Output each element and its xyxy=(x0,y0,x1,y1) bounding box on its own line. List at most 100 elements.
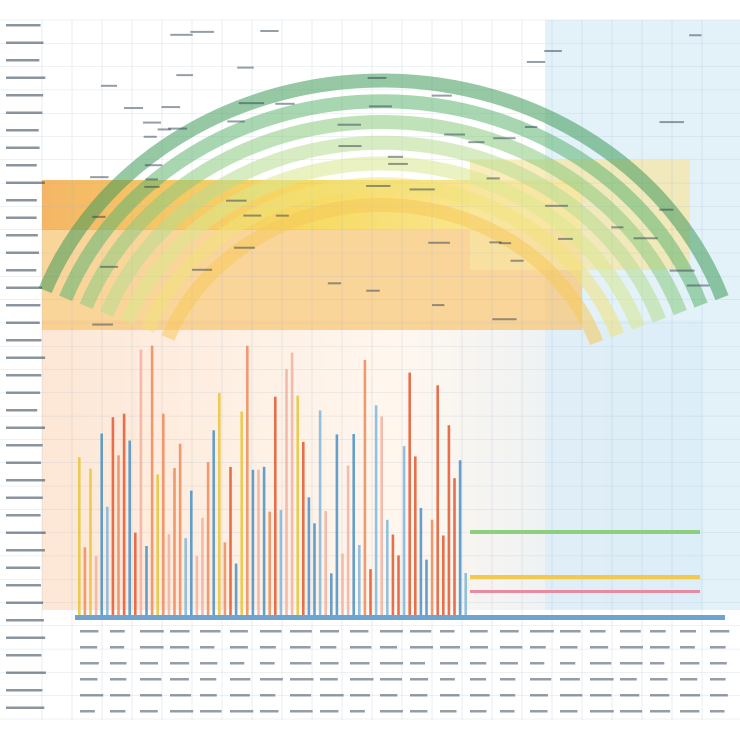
bar xyxy=(369,569,372,615)
table-cell-mark xyxy=(560,646,578,649)
table-cell-mark xyxy=(410,694,428,697)
table-cell-mark xyxy=(290,662,312,665)
annotation-mark xyxy=(337,123,361,126)
annotation-mark xyxy=(161,106,181,109)
annotation-mark xyxy=(659,208,674,211)
table-cell-mark xyxy=(470,710,487,713)
row-label-mark xyxy=(6,706,45,709)
row-label-mark xyxy=(6,514,41,517)
table-cell-mark xyxy=(620,678,637,681)
annotation-mark xyxy=(486,177,500,180)
table-cell-mark xyxy=(230,646,248,649)
table-cell-mark xyxy=(350,630,369,633)
table-cell-mark xyxy=(590,694,612,697)
annotation-mark xyxy=(237,66,254,69)
bar xyxy=(296,395,299,615)
table-cell-mark xyxy=(470,630,488,633)
table-cell-mark xyxy=(140,662,159,665)
annotation-mark xyxy=(468,141,485,144)
table-cell-mark xyxy=(650,710,671,713)
annotation-mark xyxy=(227,120,245,123)
annotation-mark xyxy=(428,241,450,244)
table-cell-mark xyxy=(80,678,98,681)
row-label-mark xyxy=(6,304,41,307)
bar xyxy=(307,497,311,615)
table-cell-mark xyxy=(650,694,670,697)
annotation-mark xyxy=(100,84,118,87)
bar-series xyxy=(78,345,467,615)
annotation-mark xyxy=(275,214,289,217)
table-cell-mark xyxy=(650,678,668,681)
bar xyxy=(453,478,456,615)
bar xyxy=(324,510,327,615)
annotation-mark xyxy=(633,237,658,240)
table-cell-mark xyxy=(620,662,643,665)
table-cell-mark xyxy=(650,630,666,633)
arc-band xyxy=(59,94,708,308)
row-label-mark xyxy=(6,479,46,482)
table-cell-mark xyxy=(470,694,490,697)
annotation-mark xyxy=(526,60,546,63)
table-cell-mark xyxy=(500,646,523,649)
annotation-mark xyxy=(327,282,342,285)
bar xyxy=(430,519,434,615)
table-cell-mark xyxy=(470,678,487,681)
bar xyxy=(386,519,389,615)
annotation-mark xyxy=(243,214,262,217)
table-cell-mark xyxy=(380,630,403,633)
table-cell-mark xyxy=(530,630,554,633)
row-label-mark xyxy=(6,356,46,359)
row-label-mark xyxy=(6,94,44,97)
table-cell-mark xyxy=(620,710,643,713)
bar xyxy=(274,396,277,615)
annotation-mark xyxy=(260,30,279,33)
bar xyxy=(134,532,137,615)
row-label-mark xyxy=(6,321,40,324)
bar xyxy=(262,466,266,615)
annotation-mark xyxy=(176,74,193,77)
bar xyxy=(397,555,400,615)
bar xyxy=(178,443,182,615)
table-cell-mark xyxy=(590,630,606,633)
table-cell-mark xyxy=(680,678,698,681)
table-cell-mark xyxy=(110,710,126,713)
annotation-mark xyxy=(544,50,562,53)
arc-band xyxy=(141,177,625,338)
bar xyxy=(380,416,383,615)
bar xyxy=(447,425,451,615)
table-cell-mark xyxy=(110,662,127,665)
table-cell-mark xyxy=(230,710,254,713)
bar xyxy=(195,555,199,615)
bar xyxy=(279,510,283,615)
table-cell-mark xyxy=(560,630,581,633)
row-label-mark xyxy=(6,444,43,447)
annotation-mark xyxy=(190,30,215,33)
annotation-mark xyxy=(409,188,435,191)
row-label-mark xyxy=(6,129,39,132)
annotation-mark xyxy=(659,121,684,124)
table-cell-mark xyxy=(80,694,104,697)
table-cell-mark xyxy=(80,630,99,633)
arc-band xyxy=(120,156,645,331)
table-cell-mark xyxy=(650,646,670,649)
table-cell-mark xyxy=(320,710,339,713)
table-cell-mark xyxy=(380,710,403,713)
bar xyxy=(100,433,103,615)
table-cell-mark xyxy=(230,678,251,681)
bar xyxy=(206,462,210,615)
table-cell-mark xyxy=(710,710,725,713)
annotation-mark xyxy=(669,269,695,272)
table-cell-mark xyxy=(380,646,398,649)
row-label-mark xyxy=(6,654,42,657)
row-label-mark xyxy=(6,584,41,587)
bar xyxy=(162,413,165,615)
row-label-mark xyxy=(6,671,46,674)
baseline-strips xyxy=(75,530,725,620)
bar xyxy=(352,434,355,615)
table-cell-mark xyxy=(440,694,460,697)
annotation-mark xyxy=(100,265,119,268)
row-label-mark xyxy=(6,601,44,604)
table-cell-mark xyxy=(680,710,700,713)
table-cell-mark xyxy=(200,694,217,697)
